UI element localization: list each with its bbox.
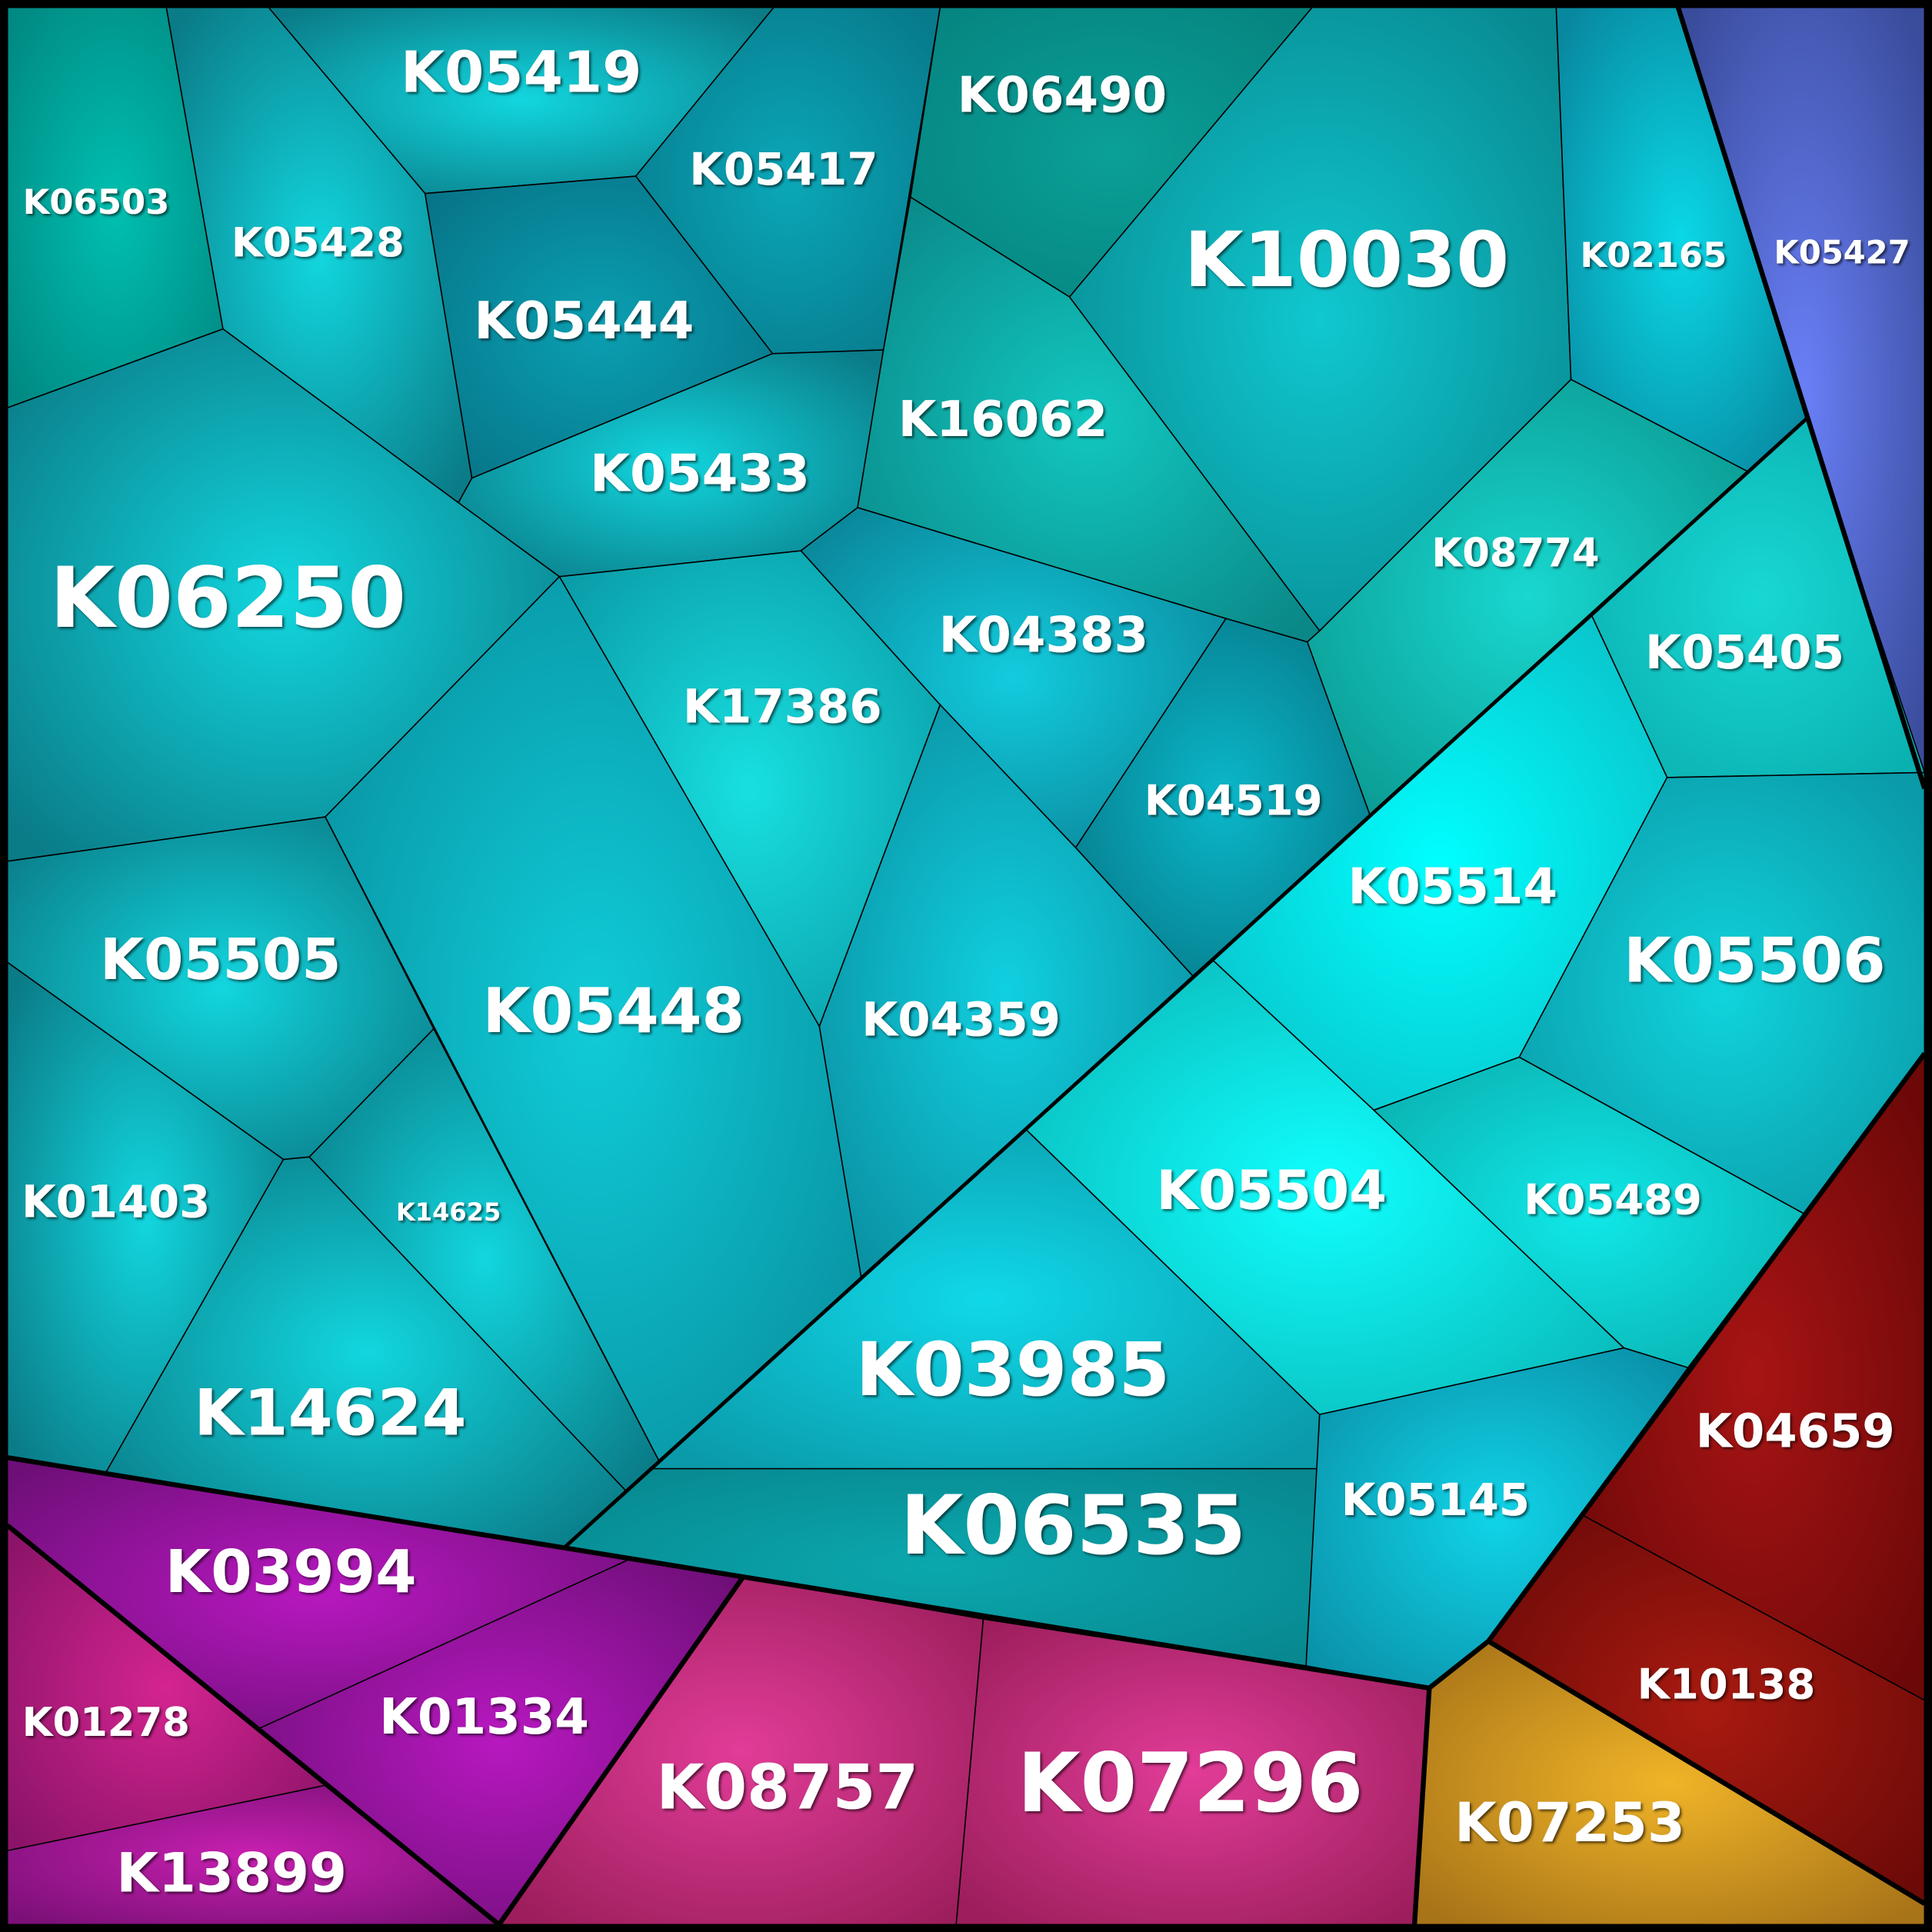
cell-label: K05145 xyxy=(1341,1474,1530,1526)
cell-label: K10138 xyxy=(1637,1659,1816,1708)
cell-label: K04383 xyxy=(939,607,1149,664)
cell-label: K06490 xyxy=(958,68,1168,125)
cell-label: K05419 xyxy=(401,40,641,105)
cell-label: K13899 xyxy=(116,1841,347,1904)
cell-label: K01278 xyxy=(22,1700,190,1746)
cell-label: K05506 xyxy=(1624,924,1886,996)
cell-label: K05405 xyxy=(1645,625,1844,680)
cell-label: K02165 xyxy=(1581,235,1727,275)
cell-label: K04359 xyxy=(861,992,1061,1047)
cell-label: K05448 xyxy=(482,975,744,1047)
cell-label: K06535 xyxy=(901,1478,1247,1573)
cell-label: K06503 xyxy=(23,182,170,222)
border xyxy=(1487,1639,1927,1906)
cell-label: K14624 xyxy=(194,1375,466,1450)
labels: K06503 K05428 K05419 K05417 K05444 K05433 K064… xyxy=(22,40,1910,1904)
cell-label: K05417 xyxy=(689,143,878,195)
cell-label: K08774 xyxy=(1432,531,1600,577)
cell-label: K10030 xyxy=(1184,216,1509,305)
cell-label: K05433 xyxy=(590,444,810,504)
group-borders xyxy=(5,6,1927,1927)
cell-label: K07253 xyxy=(1454,1791,1685,1854)
cell-label: K05504 xyxy=(1156,1159,1387,1222)
cell-label: K14625 xyxy=(396,1198,501,1227)
cell-label: K05427 xyxy=(1774,234,1910,271)
border xyxy=(1675,6,1927,790)
cell-label: K17386 xyxy=(683,679,882,734)
border xyxy=(5,1523,501,1927)
border xyxy=(497,1575,745,1927)
cell-label: K05489 xyxy=(1524,1175,1702,1224)
cell-label: K06250 xyxy=(50,549,406,647)
cell-label: K05444 xyxy=(474,291,694,351)
cell-label: K05505 xyxy=(100,928,341,993)
cell-label: K08757 xyxy=(656,1751,918,1823)
cell-label: K05514 xyxy=(1348,858,1558,915)
cell-label: K04519 xyxy=(1144,776,1323,825)
cell-label: K16062 xyxy=(898,391,1108,448)
cell-label: K04659 xyxy=(1696,1404,1895,1458)
cell-label: K07296 xyxy=(1018,1736,1364,1830)
border xyxy=(563,417,1808,1549)
cell-label: K05428 xyxy=(232,219,405,266)
cell-label: K03985 xyxy=(855,1327,1170,1413)
cell-label: K03994 xyxy=(165,1538,417,1607)
cell-label: K01403 xyxy=(22,1175,210,1227)
cell-label: K01334 xyxy=(379,1689,589,1746)
